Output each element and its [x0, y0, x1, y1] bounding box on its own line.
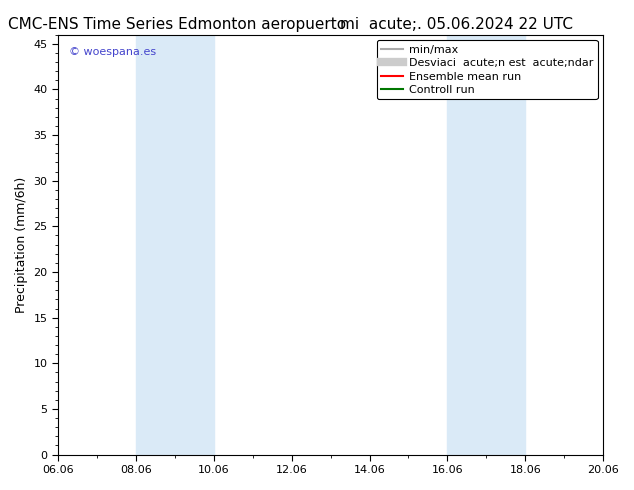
Bar: [448, 35, 525, 455]
Text: © woespana.es: © woespana.es: [69, 47, 156, 57]
Legend: min/max, Desviaci  acute;n est  acute;ndar, Ensemble mean run, Controll run: min/max, Desviaci acute;n est acute;ndar…: [377, 40, 598, 99]
Bar: [136, 35, 214, 455]
Text: CMC-ENS Time Series Edmonton aeropuerto: CMC-ENS Time Series Edmonton aeropuerto: [8, 17, 347, 32]
Y-axis label: Precipitation (mm/6h): Precipitation (mm/6h): [15, 176, 28, 313]
Text: mi  acute;. 05.06.2024 22 UTC: mi acute;. 05.06.2024 22 UTC: [340, 17, 573, 32]
